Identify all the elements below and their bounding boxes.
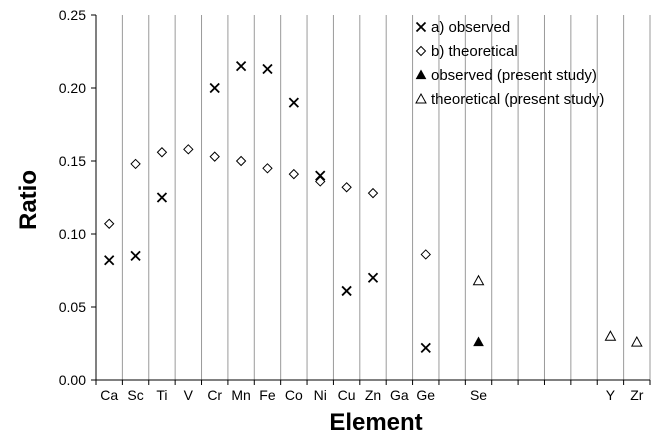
y-axis-ticks: 0.00 0.05 0.10 0.15 0.20 0.25 xyxy=(59,7,96,388)
y-axis-title: Ratio xyxy=(15,170,42,230)
data-point xyxy=(341,285,352,297)
marker-stroke xyxy=(130,250,141,262)
marker-stroke xyxy=(235,60,247,72)
x-tick-label: Ge xyxy=(416,387,435,403)
series-1 xyxy=(104,60,431,354)
series-3 xyxy=(473,336,484,347)
x-tick-label: Cu xyxy=(338,387,356,403)
marker-stroke xyxy=(367,272,379,283)
y-tick-label: 0.20 xyxy=(59,80,86,96)
data-point xyxy=(130,158,141,170)
x-tick-label: Cr xyxy=(207,387,222,403)
data-point xyxy=(183,144,194,155)
y-tick-label: 0.25 xyxy=(59,7,86,23)
legend-label: observed (present study) xyxy=(431,67,597,84)
x-axis-title: Element xyxy=(329,409,422,435)
data-point xyxy=(315,170,326,181)
data-point xyxy=(235,60,247,72)
x-tick-label: Sc xyxy=(127,387,143,403)
data-point xyxy=(473,336,484,347)
series-4 xyxy=(472,274,643,347)
data-point xyxy=(315,176,326,187)
x-tick-label: Fe xyxy=(259,387,276,403)
axes xyxy=(95,15,650,381)
legend-item: observed (present study) xyxy=(415,67,597,84)
data-point xyxy=(103,218,115,229)
legend-marker xyxy=(415,69,427,80)
x-axis-ticks: Ca Sc Ti V Cr Mn Fe Co Ni Cu Zn Ga Ge Se Y Zr xyxy=(95,380,651,403)
marker-stroke xyxy=(288,97,299,108)
legend-marker xyxy=(415,45,427,57)
marker-stroke xyxy=(209,82,220,94)
x-tick-label: Co xyxy=(285,387,303,403)
y-tick-label: 0.00 xyxy=(59,372,86,388)
marker-stroke xyxy=(415,21,427,33)
data-point xyxy=(104,255,115,266)
x-tick-label: Zn xyxy=(365,387,381,403)
data-point xyxy=(156,147,168,158)
x-tick-label: V xyxy=(184,387,194,403)
data-point xyxy=(156,192,168,203)
x-tick-label: Ni xyxy=(314,387,327,403)
data-point xyxy=(209,151,220,162)
x-tick-label: Se xyxy=(470,387,487,403)
marker-stroke xyxy=(315,170,326,181)
data-point xyxy=(262,163,273,174)
series-2 xyxy=(103,144,431,260)
y-tick-label: 0.05 xyxy=(59,299,86,315)
marker-stroke xyxy=(104,255,115,266)
data-point xyxy=(367,187,379,199)
data-point xyxy=(341,182,352,193)
legend-label: theoretical (present study) xyxy=(431,91,604,108)
data-point xyxy=(472,274,485,286)
data-point xyxy=(130,250,141,262)
data-point xyxy=(367,272,379,283)
legend-marker xyxy=(415,21,427,33)
legend-label: b) theoretical xyxy=(431,43,518,60)
x-tick-label: Mn xyxy=(231,387,250,403)
data-point xyxy=(420,342,431,354)
x-tick-label: Ga xyxy=(390,387,409,403)
marker-stroke xyxy=(341,285,352,297)
x-tick-label: Ca xyxy=(100,387,118,403)
marker-stroke xyxy=(420,342,431,354)
legend-item: b) theoretical xyxy=(415,43,518,60)
y-tick-label: 0.10 xyxy=(59,226,86,242)
y-tick-label: 0.15 xyxy=(59,153,86,169)
legend-marker xyxy=(415,92,427,104)
data-point xyxy=(288,97,299,108)
marker-stroke xyxy=(156,192,168,203)
data-point xyxy=(262,63,273,75)
data-series xyxy=(103,60,643,354)
data-point xyxy=(604,330,617,341)
data-point xyxy=(288,168,300,180)
legend-label: a) observed xyxy=(431,19,510,36)
data-point xyxy=(235,155,247,167)
data-point xyxy=(630,336,643,347)
x-tick-label: Y xyxy=(606,387,616,403)
legend: a) observed b) theoretical observed (prese… xyxy=(415,19,604,108)
x-tick-label: Ti xyxy=(156,387,167,403)
legend-item: a) observed xyxy=(415,19,510,36)
marker-stroke xyxy=(262,63,273,75)
grid-lines xyxy=(121,15,651,380)
x-tick-label: Zr xyxy=(630,387,644,403)
data-point xyxy=(209,82,220,94)
legend-item: theoretical (present study) xyxy=(415,91,604,108)
data-point xyxy=(420,249,431,260)
